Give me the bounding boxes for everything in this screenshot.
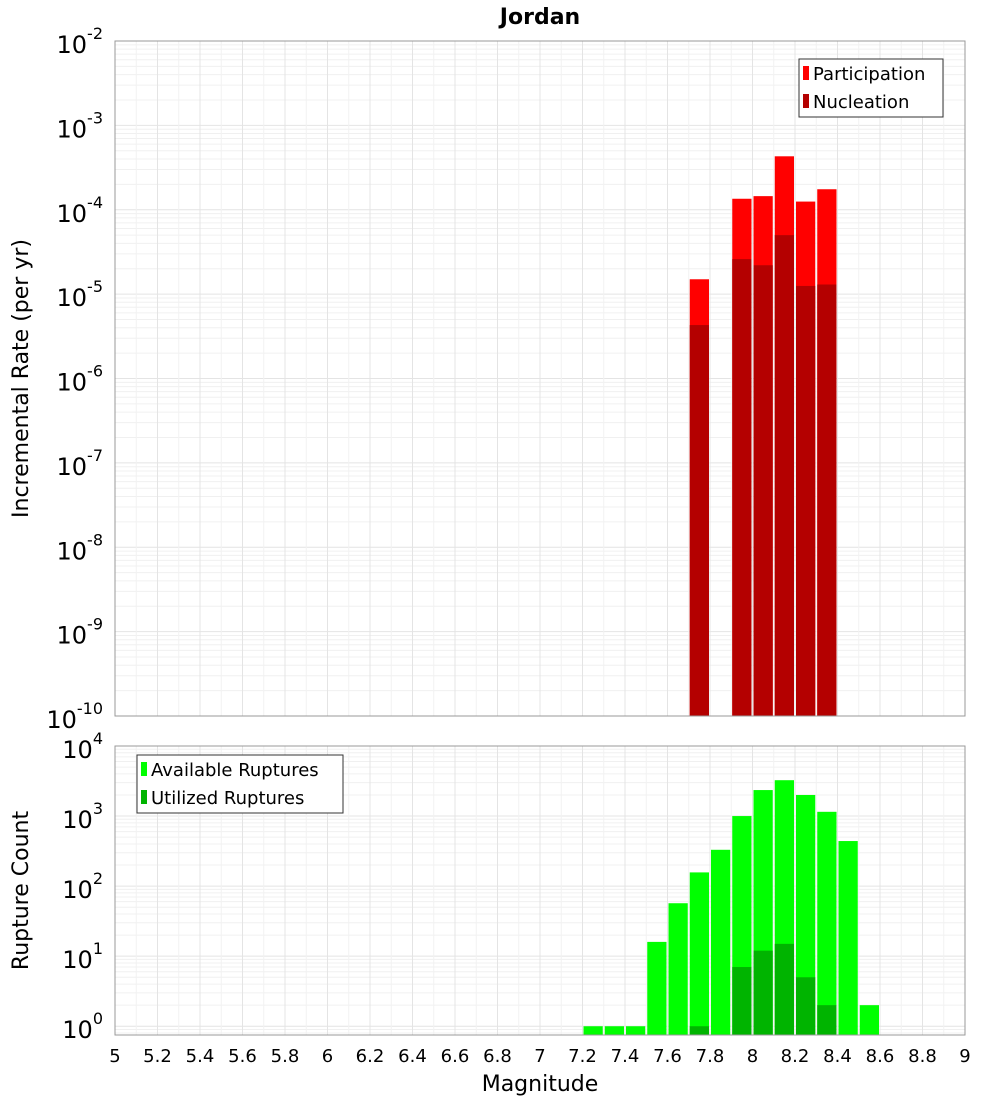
x-tick-label: 7.2: [568, 1046, 597, 1067]
y-tick-label: 101: [62, 939, 103, 974]
y-tick-label: 10-7: [57, 446, 104, 481]
bar-available-ruptures: [859, 1005, 879, 1035]
bar-available-ruptures: [647, 941, 667, 1035]
legend-box: [136, 754, 344, 814]
bar-utilized-ruptures: [796, 977, 816, 1035]
x-axis-label: Magnitude: [482, 1072, 599, 1097]
x-tick-label: 7.6: [653, 1046, 682, 1067]
bar-nucleation: [753, 265, 773, 716]
x-tick-label: 6: [322, 1046, 333, 1067]
bar-available-ruptures: [626, 1026, 646, 1035]
y-tick-label: 102: [62, 869, 103, 904]
bar-available-ruptures: [838, 841, 858, 1035]
x-tick-label: 5.8: [271, 1046, 300, 1067]
bar-utilized-ruptures: [732, 967, 752, 1035]
bar-available-ruptures: [796, 794, 816, 1035]
x-tick-label: 8.4: [823, 1046, 852, 1067]
y-tick-label: 100: [62, 1009, 103, 1044]
y-axis-label: Rupture Count: [9, 811, 34, 971]
bar-available-ruptures: [604, 1026, 624, 1035]
legend: Participation Nucleation: [798, 58, 944, 118]
x-tick-label: 5.4: [186, 1046, 215, 1067]
legend-swatch: [803, 94, 809, 108]
y-tick-label: 10-3: [57, 108, 104, 143]
y-tick-label: 10-4: [57, 193, 104, 228]
legend-label: Nucleation: [813, 92, 909, 113]
x-tick-label: 8.2: [781, 1046, 810, 1067]
y-tick-label: 10-9: [57, 615, 104, 650]
y-tick-label: 104: [62, 729, 103, 764]
legend: Available Ruptures Utilized Ruptures: [136, 754, 344, 814]
legend-swatch: [141, 790, 147, 804]
x-tick-label: 8.8: [908, 1046, 937, 1067]
x-tick-label: 8.6: [866, 1046, 895, 1067]
bar-available-ruptures: [668, 903, 688, 1035]
panel-1: 100 101 102 103 104 Rupture Count Available Ru…: [9, 729, 966, 1044]
legend-label: Participation: [813, 64, 925, 85]
x-tick-label: 6.6: [441, 1046, 470, 1067]
legend-box: [798, 58, 944, 118]
panel-0: 10-10 10-9 10-8 10-7 10-6 10-5 10-4 10-3 10-2 Inc…: [9, 24, 966, 734]
legend-label: Available Ruptures: [151, 760, 319, 781]
bar-nucleation: [817, 284, 837, 716]
x-tick-label: 7.4: [611, 1046, 640, 1067]
y-tick-label: 10-5: [57, 277, 104, 312]
bar-available-ruptures: [583, 1026, 603, 1035]
x-tick-label: 6.8: [483, 1046, 512, 1067]
legend-swatch: [803, 66, 809, 80]
bar-nucleation: [732, 259, 752, 716]
y-axis-label: Incremental Rate (per yr): [9, 239, 34, 518]
bar-utilized-ruptures: [817, 1005, 837, 1035]
y-tick-label: 103: [62, 799, 103, 834]
bar-utilized-ruptures: [689, 1026, 709, 1035]
chart-title: Jordan: [498, 5, 580, 30]
x-tick-label: 5: [109, 1046, 120, 1067]
bar-nucleation: [689, 325, 709, 716]
bar-nucleation: [774, 235, 794, 716]
x-tick-label: 7.8: [696, 1046, 725, 1067]
x-tick-label: 8: [747, 1046, 758, 1067]
x-tick-label: 7: [534, 1046, 545, 1067]
bar-available-ruptures: [689, 872, 709, 1035]
y-tick-label: 10-6: [57, 362, 104, 397]
legend-swatch: [141, 762, 147, 776]
bar-available-ruptures: [817, 811, 837, 1035]
bar-available-ruptures: [711, 849, 731, 1035]
x-tick-label: 9: [959, 1046, 970, 1067]
x-tick-label: 6.2: [356, 1046, 385, 1067]
bar-utilized-ruptures: [753, 950, 773, 1035]
legend-label: Utilized Ruptures: [151, 788, 304, 809]
x-tick-label: 5.2: [143, 1046, 172, 1067]
x-tick-label: 5.6: [228, 1046, 257, 1067]
y-tick-label: 10-8: [57, 530, 104, 565]
y-tick-label: 10-10: [46, 699, 103, 734]
plot-frame: [114, 40, 966, 717]
bar-utilized-ruptures: [774, 943, 794, 1035]
bar-nucleation: [796, 285, 816, 716]
x-tick-label: 6.4: [398, 1046, 427, 1067]
y-tick-label: 10-2: [57, 24, 104, 59]
plot-frame: [114, 745, 966, 1036]
